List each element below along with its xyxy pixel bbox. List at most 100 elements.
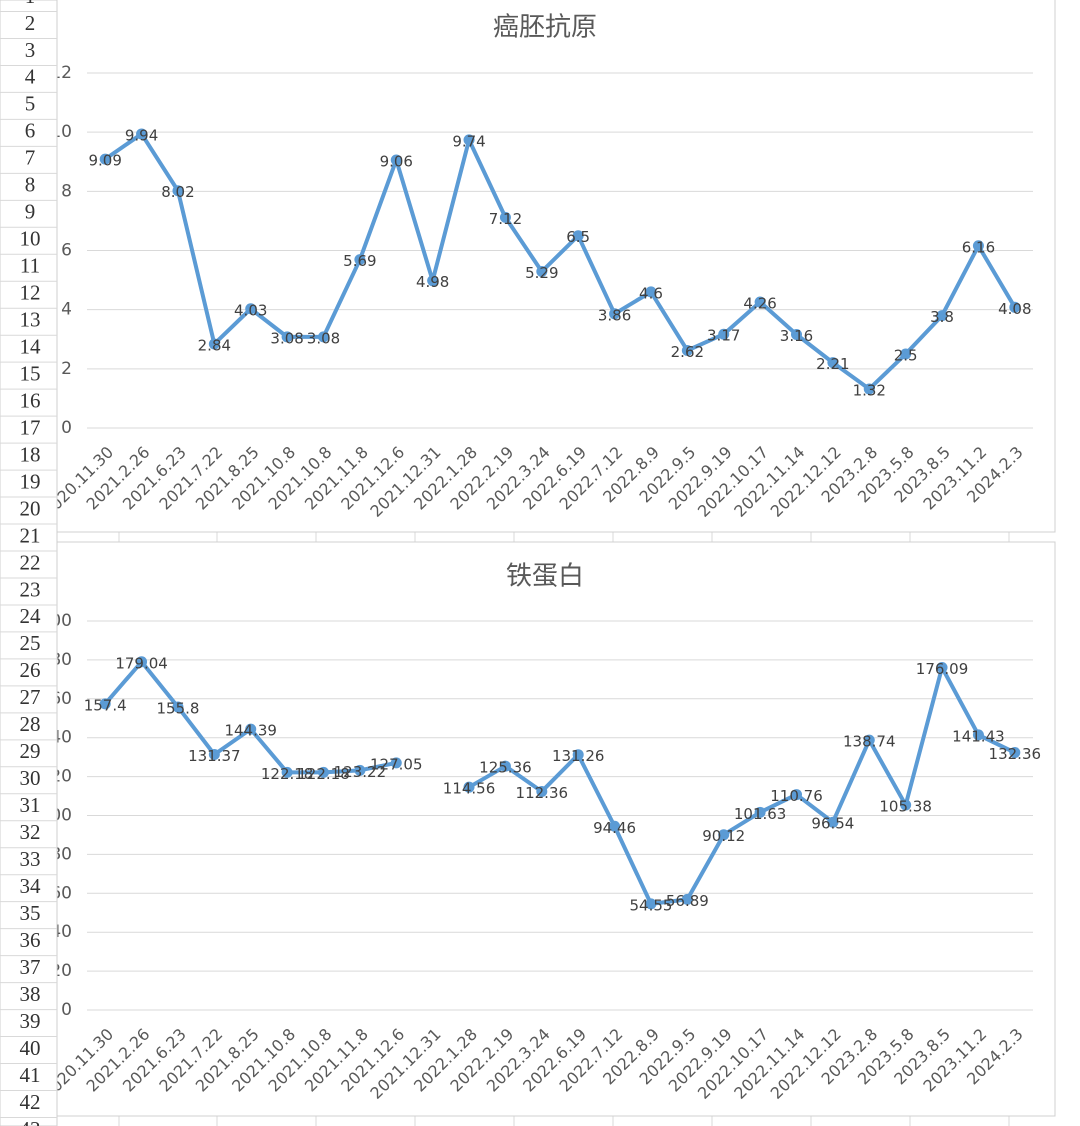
- data-point: [281, 766, 293, 778]
- row-header-bg: [0, 0, 58, 1126]
- data-label: 144.39: [224, 722, 277, 740]
- data-label: 9.74: [452, 132, 485, 150]
- row-number: 22: [20, 550, 41, 574]
- data-label: 157.4: [84, 696, 127, 714]
- data-label: 110.76: [770, 787, 823, 805]
- row-number: 43: [20, 1117, 41, 1126]
- y-tick-label: 0: [61, 1000, 72, 1020]
- data-point: [572, 230, 584, 242]
- data-label: 4.26: [743, 294, 776, 312]
- data-label: 90.12: [702, 827, 745, 845]
- row-number: 20: [20, 496, 41, 520]
- data-label: 122.18: [297, 765, 350, 783]
- data-point: [863, 734, 875, 746]
- data-point: [863, 383, 875, 395]
- row-number: 34: [20, 874, 42, 898]
- data-label: 54.55: [629, 896, 672, 914]
- row-number: 8: [25, 173, 36, 197]
- data-point: [354, 764, 366, 776]
- data-point: [645, 286, 657, 298]
- data-label: 6.16: [962, 238, 995, 256]
- row-number: 12: [20, 281, 41, 305]
- row-number: 33: [20, 847, 41, 871]
- row-number: 1: [25, 0, 36, 8]
- data-point: [536, 266, 548, 278]
- row-number: 15: [20, 361, 41, 385]
- y-tick-label: 6: [61, 241, 72, 261]
- data-label: 5.29: [525, 264, 558, 282]
- row-number: 26: [20, 658, 41, 682]
- data-label: 3.08: [307, 329, 340, 347]
- data-label: 112.36: [516, 784, 569, 802]
- data-line: [104, 131, 1017, 391]
- y-tick-label: 0: [61, 418, 72, 438]
- chart-title: 铁蛋白: [506, 562, 584, 592]
- data-label: 2.62: [671, 343, 704, 361]
- data-label: 6.5: [566, 228, 590, 246]
- data-point: [609, 820, 621, 832]
- data-label: 123.22: [334, 763, 387, 781]
- row-number: 3: [25, 38, 36, 62]
- data-label: 101.63: [734, 805, 787, 823]
- data-label: 8.02: [161, 183, 194, 201]
- data-label: 4.98: [416, 273, 449, 291]
- data-point: [245, 723, 257, 735]
- data-point: [99, 698, 111, 710]
- row-number: 37: [20, 955, 41, 979]
- data-label: 127.05: [370, 755, 423, 773]
- data-point: [354, 254, 366, 266]
- data-label: 4.03: [234, 301, 267, 319]
- data-label: 132.36: [989, 745, 1042, 763]
- row-header-column: 1234567891011121314151617181920212223242…: [0, 0, 58, 1126]
- data-point: [900, 348, 912, 360]
- row-number: 32: [20, 820, 41, 844]
- data-point: [536, 785, 548, 797]
- row-number: 40: [20, 1036, 41, 1060]
- data-label: 2.84: [198, 336, 231, 354]
- data-point: [99, 153, 111, 165]
- data-point: [499, 211, 511, 223]
- data-label: 4.6: [639, 284, 663, 302]
- data-point: [681, 344, 693, 356]
- data-label: 56.89: [666, 892, 709, 910]
- data-point: [754, 296, 766, 308]
- data-label: 179.04: [115, 654, 168, 672]
- row-number: 13: [20, 308, 41, 332]
- row-number: 17: [20, 415, 41, 439]
- row-number: 23: [20, 577, 41, 601]
- y-tick-label: 2: [61, 359, 72, 379]
- data-point: [172, 185, 184, 197]
- data-label: 9.94: [125, 126, 158, 144]
- data-label: 1.32: [853, 381, 886, 399]
- row-number: 9: [25, 200, 36, 224]
- row-number: 11: [20, 254, 40, 278]
- data-label: 138.74: [843, 733, 896, 751]
- data-label: 96.54: [811, 815, 854, 833]
- data-point: [136, 128, 148, 140]
- row-number: 27: [20, 685, 41, 709]
- row-number: 31: [20, 793, 41, 817]
- chart-area: [56, 0, 1056, 533]
- data-point: [1009, 747, 1021, 759]
- data-point: [681, 893, 693, 905]
- data-label: 9.09: [88, 152, 121, 170]
- row-number: 7: [25, 146, 36, 170]
- data-point: [936, 310, 948, 322]
- row-number: 29: [20, 739, 41, 763]
- data-point: [281, 331, 293, 343]
- data-label: 3.17: [707, 327, 740, 345]
- data-label: 125.36: [479, 759, 532, 777]
- row-number: 24: [20, 604, 42, 628]
- data-label: 9.06: [380, 152, 413, 170]
- row-number: 18: [20, 442, 41, 466]
- data-label: 141.43: [952, 727, 1005, 745]
- row-number: 36: [20, 928, 41, 952]
- data-label: 3.86: [598, 306, 631, 324]
- data-point: [718, 829, 730, 841]
- data-label: 94.46: [593, 819, 636, 837]
- data-point: [972, 729, 984, 741]
- data-point: [172, 701, 184, 713]
- data-point: [827, 816, 839, 828]
- data-point: [463, 781, 475, 793]
